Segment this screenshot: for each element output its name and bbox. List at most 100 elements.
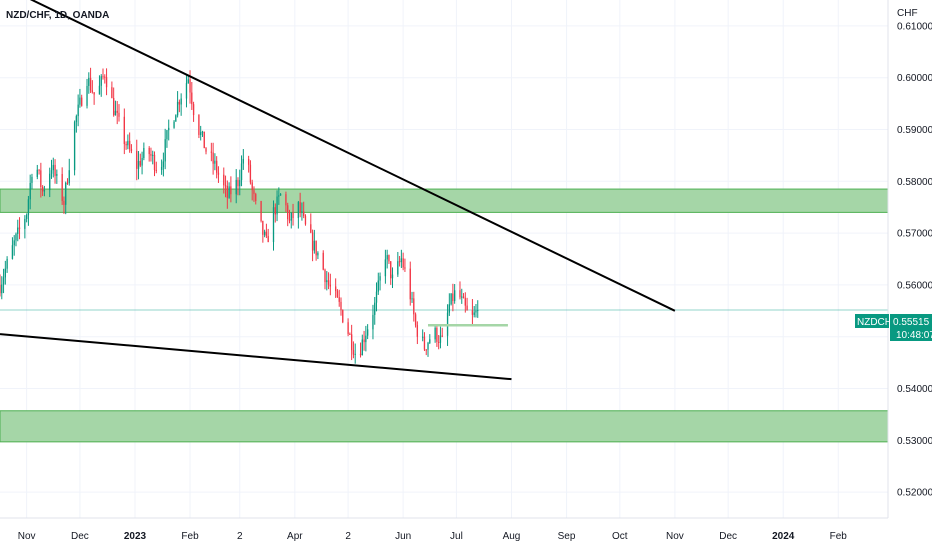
x-tick-label: Apr [287, 531, 303, 542]
candle-body [203, 131, 205, 149]
candle-body [148, 148, 150, 155]
candle-body [13, 240, 15, 246]
candle-body [265, 231, 268, 237]
candle-body [386, 255, 388, 260]
candle-body [342, 310, 344, 323]
candle-body [189, 79, 191, 93]
badge-symbol: NZDCHF [857, 317, 898, 328]
candle-body [263, 231, 266, 235]
candle-body [466, 305, 468, 311]
candle-body [462, 296, 465, 299]
y-tick-label: 0.59000 [897, 125, 932, 136]
candle-body [0, 284, 1, 294]
candle-body [178, 101, 181, 105]
candle-body [86, 85, 88, 106]
y-tick-label: 0.58000 [897, 177, 932, 188]
candle-body [384, 259, 387, 277]
candle-body [441, 335, 443, 337]
badge-symbol-bg [855, 314, 889, 328]
candle-body [212, 152, 214, 164]
candle-body [363, 339, 365, 343]
candle-body [226, 186, 228, 198]
candle-body [439, 335, 442, 343]
candle-body [54, 164, 56, 176]
candle-body [422, 336, 424, 338]
badge-price: 0.55515 [893, 317, 930, 328]
candle-body [105, 77, 108, 88]
price-axis[interactable]: 0.61000 0.60000 0.59000 0.58000 0.57000 0.560… [897, 21, 932, 498]
candle-body [267, 236, 269, 243]
candle-body [4, 268, 6, 278]
y-tick-label: 0.52000 [897, 488, 932, 499]
candle-body [397, 261, 399, 275]
candle-body [391, 274, 394, 279]
candle-body [38, 169, 40, 171]
candle-body [118, 112, 120, 117]
chart-title: NZD/CHF, 1D, OANDA [6, 10, 109, 21]
candle-body [164, 139, 166, 162]
candle-body [427, 342, 429, 350]
candle-body [434, 327, 436, 340]
drawings [0, 0, 676, 381]
candle-body [453, 290, 456, 302]
candle-body [175, 115, 177, 122]
candle-body [168, 127, 170, 131]
candle-body [18, 227, 21, 229]
candle-body [349, 333, 351, 335]
y-tick-label: 0.60000 [897, 73, 932, 84]
x-tick-label: 2023 [124, 531, 147, 542]
zones [0, 188, 889, 443]
candle-body [253, 190, 255, 195]
candle-body [79, 97, 81, 105]
candle-body [247, 158, 250, 165]
candle-body [377, 280, 379, 292]
candle-body [223, 174, 225, 186]
candle-body [17, 227, 19, 234]
x-tick-label: 2024 [772, 531, 795, 542]
candle-body [73, 122, 76, 171]
candle-body [477, 310, 479, 312]
candle-body [31, 176, 33, 183]
candle-body [198, 115, 200, 135]
candle-body [125, 144, 127, 146]
candle-body [338, 297, 340, 302]
candle-body [89, 77, 92, 91]
candle-body [260, 200, 262, 221]
candle-body [374, 302, 376, 315]
y-tick-label: 0.54000 [897, 384, 932, 395]
candle-body [104, 76, 106, 78]
candle-body [15, 233, 17, 241]
candle-body [29, 182, 31, 200]
candle-body [75, 116, 78, 123]
upper-trendline [29, 0, 676, 312]
candle-body [278, 195, 280, 197]
candle-body [200, 132, 202, 135]
candle-body [150, 154, 152, 156]
x-tick-label: Dec [71, 531, 89, 542]
candle-body [276, 196, 278, 215]
badge-price-bg [890, 314, 932, 341]
candle-body [379, 276, 381, 281]
candles [0, 67, 479, 364]
candle-body [315, 240, 317, 256]
candle-body [216, 160, 218, 173]
candle-body [324, 269, 326, 283]
candle-body [81, 97, 83, 106]
candle-body [180, 98, 182, 105]
candle-body [25, 215, 28, 219]
lower-trendline [0, 333, 512, 381]
candle-body [340, 301, 342, 311]
candle-body [423, 336, 426, 350]
candle-body [398, 261, 401, 263]
candle-body [317, 252, 319, 256]
candle-body [297, 202, 300, 219]
candle-body [143, 148, 145, 159]
candle-body [100, 76, 102, 86]
candle-body [452, 293, 454, 302]
candle-body [214, 160, 216, 164]
candle-body [310, 224, 312, 233]
time-axis[interactable]: Nov Dec 2023 Feb 2 Apr 2 Jun Jul Aug Sep Oct Nov Dec 2… [18, 531, 848, 542]
candle-body [288, 219, 291, 221]
x-tick-label: Aug [503, 531, 521, 542]
